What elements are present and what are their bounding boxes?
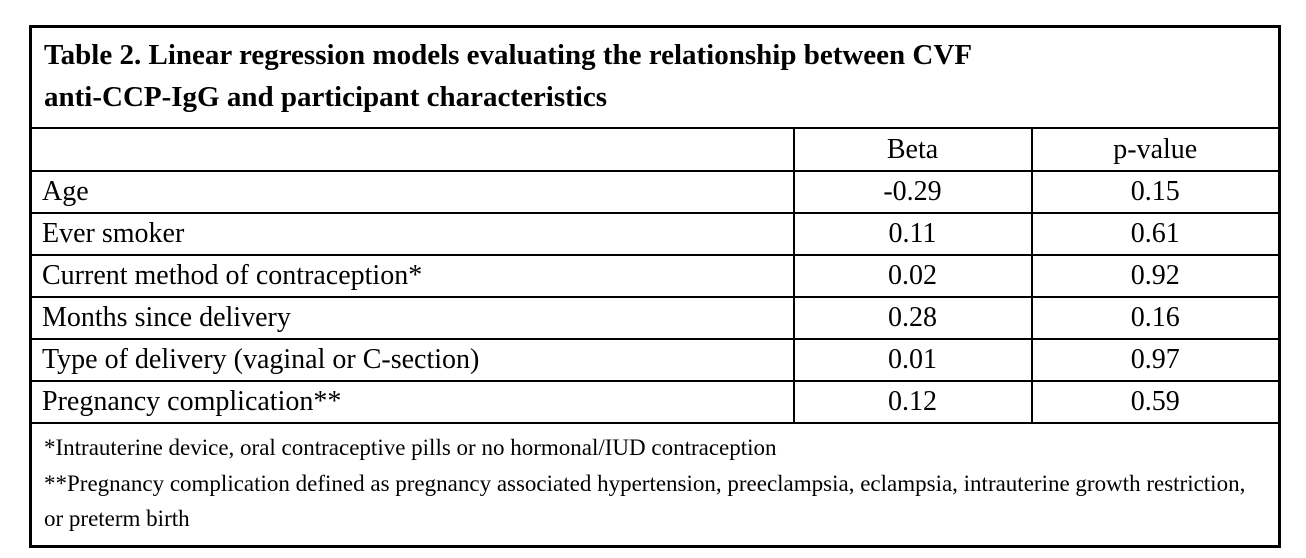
table-title-line-1: Table 2. Linear regression models evalua… xyxy=(44,39,973,72)
table-row-ever-smoker: Ever smoker 0.11 0.61 xyxy=(29,212,1281,256)
p-value: 0.15 xyxy=(1030,170,1281,214)
footnote-2: **Pregnancy complication defined as preg… xyxy=(44,470,1246,532)
column-header-p-value: p-value xyxy=(1030,127,1281,172)
row-label: Pregnancy complication** xyxy=(29,380,795,424)
table-container: Table 2. Linear regression models evalua… xyxy=(29,25,1281,548)
column-header-empty xyxy=(29,127,795,172)
table-title: Table 2. Linear regression models evalua… xyxy=(29,25,1281,129)
table-footnotes: *Intrauterine device, oral contraceptive… xyxy=(29,421,1281,548)
beta-value: 0.01 xyxy=(792,338,1033,382)
row-label: Type of delivery (vaginal or C-section) xyxy=(29,338,795,382)
table-row-type-of-delivery: Type of delivery (vaginal or C-section) … xyxy=(29,338,1281,382)
p-value: 0.92 xyxy=(1030,254,1281,298)
footnote-1: *Intrauterine device, oral contraceptive… xyxy=(44,435,777,460)
p-value: 0.16 xyxy=(1030,296,1281,340)
p-value: 0.61 xyxy=(1030,212,1281,256)
beta-value: -0.29 xyxy=(792,170,1033,214)
table-footnote-row: *Intrauterine device, oral contraceptive… xyxy=(29,421,1281,548)
row-label: Age xyxy=(29,170,795,214)
p-value: 0.97 xyxy=(1030,338,1281,382)
table-title-row: Table 2. Linear regression models evalua… xyxy=(29,25,1281,129)
beta-value: 0.28 xyxy=(792,296,1033,340)
table-row-age: Age -0.29 0.15 xyxy=(29,170,1281,214)
table-row-contraception: Current method of contraception* 0.02 0.… xyxy=(29,254,1281,298)
row-label: Current method of contraception* xyxy=(29,254,795,298)
table-header-row: Beta p-value xyxy=(29,127,1281,172)
table-row-pregnancy-complication: Pregnancy complication** 0.12 0.59 xyxy=(29,380,1281,424)
p-value: 0.59 xyxy=(1030,380,1281,424)
beta-value: 0.12 xyxy=(792,380,1033,424)
table-title-line-2: anti-CCP-IgG and participant characteris… xyxy=(44,80,608,113)
beta-value: 0.02 xyxy=(792,254,1033,298)
column-header-beta: Beta xyxy=(792,127,1033,172)
row-label: Months since delivery xyxy=(29,296,795,340)
regression-table: Table 2. Linear regression models evalua… xyxy=(29,25,1281,548)
table-row-months-since-delivery: Months since delivery 0.28 0.16 xyxy=(29,296,1281,340)
beta-value: 0.11 xyxy=(792,212,1033,256)
row-label: Ever smoker xyxy=(29,212,795,256)
